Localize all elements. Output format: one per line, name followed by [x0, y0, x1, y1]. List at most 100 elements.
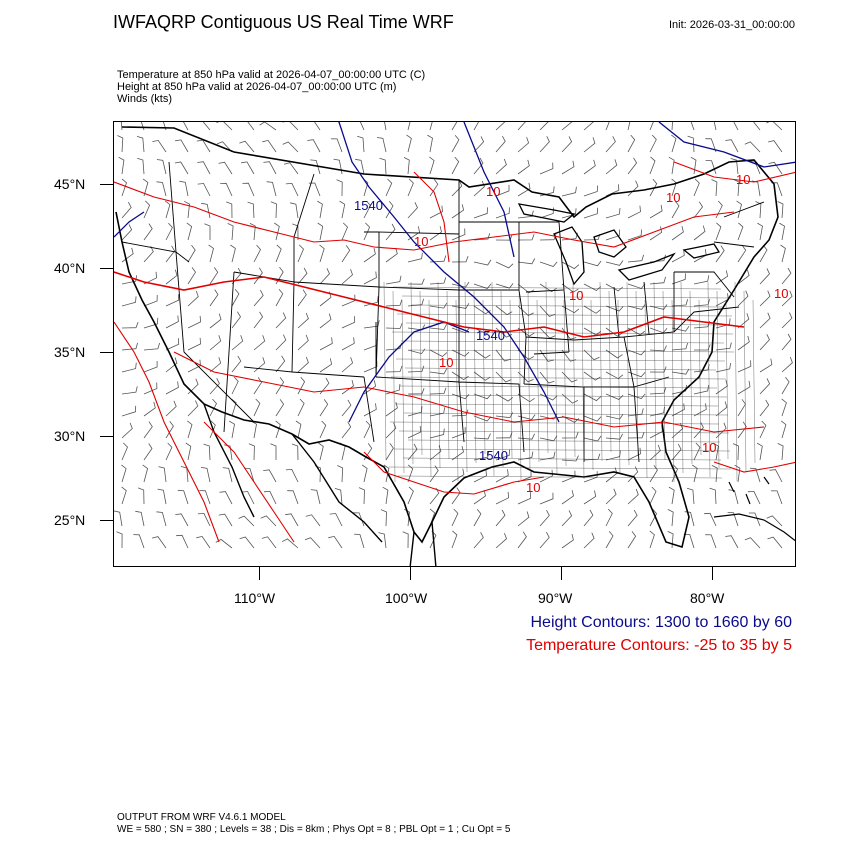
great-lakes [517, 203, 721, 286]
wind-barb [121, 275, 138, 285]
wind-barb [605, 122, 610, 131]
wind-barb [705, 138, 717, 153]
wind-barb [187, 267, 196, 285]
wind-barb [583, 371, 601, 381]
wind-barb [649, 276, 666, 285]
wind-barb [684, 511, 695, 527]
wind-barb [226, 201, 233, 219]
wind-barb [253, 267, 263, 285]
wind-barb [427, 134, 433, 153]
wind-barb [407, 425, 422, 439]
wind-barb [429, 387, 447, 395]
wind-barb [517, 371, 534, 383]
wind-barb [319, 420, 327, 439]
wind-barb [165, 269, 178, 285]
wind-barb [201, 202, 211, 219]
wind-barb [495, 431, 513, 439]
county-line [644, 299, 648, 479]
wind-barb [495, 158, 507, 175]
wind-barb [715, 342, 732, 351]
wind-barb [736, 200, 742, 219]
wind-barb [407, 278, 425, 285]
wind-barb [231, 335, 244, 351]
wind-barb [671, 443, 682, 461]
wind-barb [253, 398, 261, 417]
wind-barb [229, 420, 235, 439]
wind-barb [407, 443, 418, 461]
wind-barb [451, 134, 460, 153]
wind-barb [495, 261, 514, 269]
wind-barb [649, 134, 657, 153]
county-line [626, 281, 630, 466]
wind-barb [539, 283, 557, 293]
temperature-label: 10 [486, 184, 500, 199]
wind-barb [495, 469, 509, 483]
lat-label: 25°N [54, 512, 86, 528]
wind-barb [649, 465, 658, 483]
wind-barb [561, 305, 580, 314]
county-line [500, 290, 504, 468]
wind-barb [583, 393, 602, 402]
wind-barb [263, 490, 277, 505]
wind-barb [231, 355, 242, 373]
wind-barb [341, 337, 355, 351]
county-line [527, 290, 531, 472]
wind-barb [732, 443, 739, 461]
county-line [401, 299, 405, 474]
wind-barb [671, 122, 673, 131]
wind-barb [668, 486, 675, 505]
wind-barb [730, 158, 739, 175]
wind-barb [407, 178, 414, 197]
wind-barb [561, 186, 577, 197]
wind-barb [121, 201, 132, 219]
wind-barb [244, 467, 255, 483]
wind-barb [260, 515, 277, 527]
wind-barb [649, 387, 667, 395]
wind-barb [539, 510, 550, 527]
wind-barb [649, 156, 656, 175]
wind-barb [627, 531, 637, 549]
wind-barb [184, 200, 190, 219]
wind-barb [539, 531, 550, 549]
county-line [407, 439, 721, 443]
wind-barb [376, 137, 387, 153]
wind-barb [583, 159, 596, 175]
county-line [725, 299, 729, 460]
wind-barb [331, 138, 343, 153]
county-line [388, 466, 732, 470]
wind-barb [429, 255, 447, 263]
wind-barb [451, 122, 458, 131]
wind-barb [583, 233, 601, 241]
wind-barb [406, 134, 412, 153]
wind-barb [407, 226, 421, 241]
wind-barb [649, 444, 661, 461]
wind-barb [781, 333, 792, 351]
wind-barb [197, 512, 211, 527]
wind-barb [317, 200, 323, 219]
wind-barb [627, 134, 636, 153]
wind-barb [734, 464, 741, 483]
wind-barb [135, 510, 145, 527]
wind-barb [737, 399, 746, 417]
wind-barb [561, 510, 573, 527]
wind-barb [209, 313, 222, 329]
wind-barb [495, 532, 507, 549]
wind-barb [759, 290, 771, 307]
wind-barb [715, 422, 727, 439]
wind-barb [715, 379, 728, 395]
wind-barb [561, 371, 578, 383]
wind-barb [671, 342, 688, 351]
wind-barb [143, 223, 153, 241]
wind-barb [142, 178, 149, 197]
wind-barb [473, 490, 486, 505]
wind-barb [605, 488, 617, 505]
wind-barb [495, 393, 514, 402]
county-line [599, 281, 603, 462]
wind-barb [667, 531, 674, 549]
county-line [581, 290, 585, 480]
wind-barb [143, 382, 158, 395]
wind-barb [363, 200, 371, 219]
wind-barb [605, 433, 623, 440]
wind-barb [297, 376, 306, 395]
wind-barb [209, 378, 220, 395]
